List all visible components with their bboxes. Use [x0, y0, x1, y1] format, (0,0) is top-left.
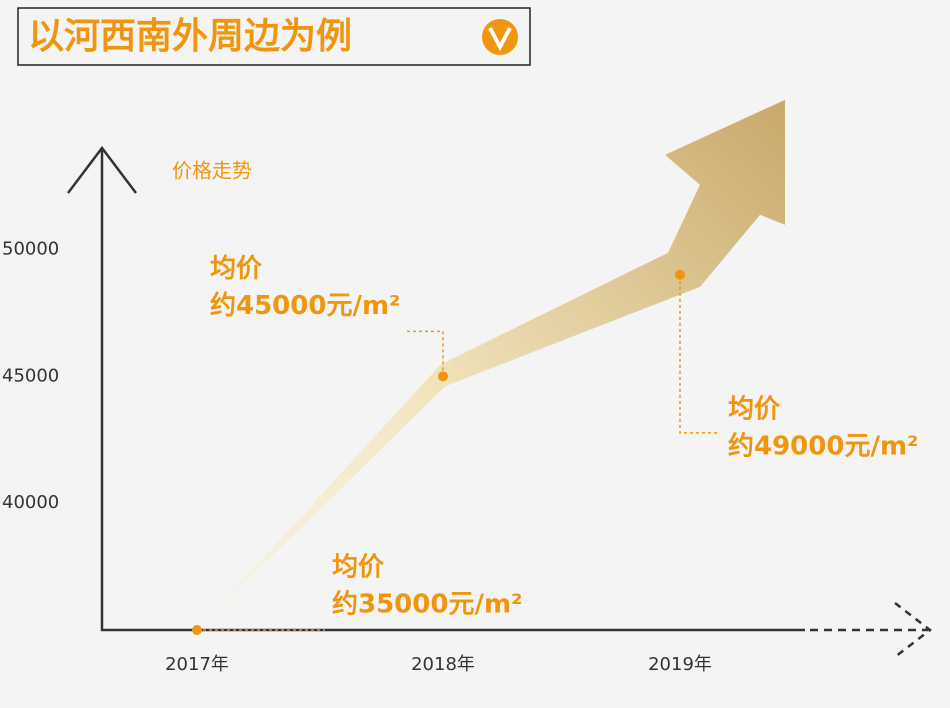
chart-title: 以河西南外周边为例	[28, 16, 352, 57]
data-point	[192, 625, 202, 635]
y-tick-label: 50000	[2, 238, 59, 259]
y-axis-label: 价格走势	[172, 159, 252, 183]
title-icon	[482, 19, 518, 55]
leader-line	[679, 274, 720, 434]
value-label: 约45000元/m²	[210, 290, 400, 321]
value-label-title: 均价	[332, 553, 385, 583]
data-point	[675, 269, 685, 280]
value-label-title: 均价	[210, 254, 263, 284]
x-tick-label: 2019年	[648, 654, 712, 675]
value-label-title: 均价	[728, 394, 781, 424]
x-tick-label: 2017年	[165, 654, 229, 675]
leader-line	[405, 330, 444, 377]
title-box	[17, 7, 531, 66]
value-label: 约35000元/m²	[332, 589, 522, 620]
value-label: 约49000元/m²	[728, 430, 918, 461]
trend-arrow	[197, 99, 785, 630]
y-tick-label: 40000	[2, 492, 59, 513]
axes	[67, 145, 933, 658]
y-tick-label: 45000	[2, 365, 59, 386]
x-tick-label: 2018年	[411, 654, 475, 675]
price-line	[197, 275, 680, 630]
data-point	[438, 371, 448, 382]
